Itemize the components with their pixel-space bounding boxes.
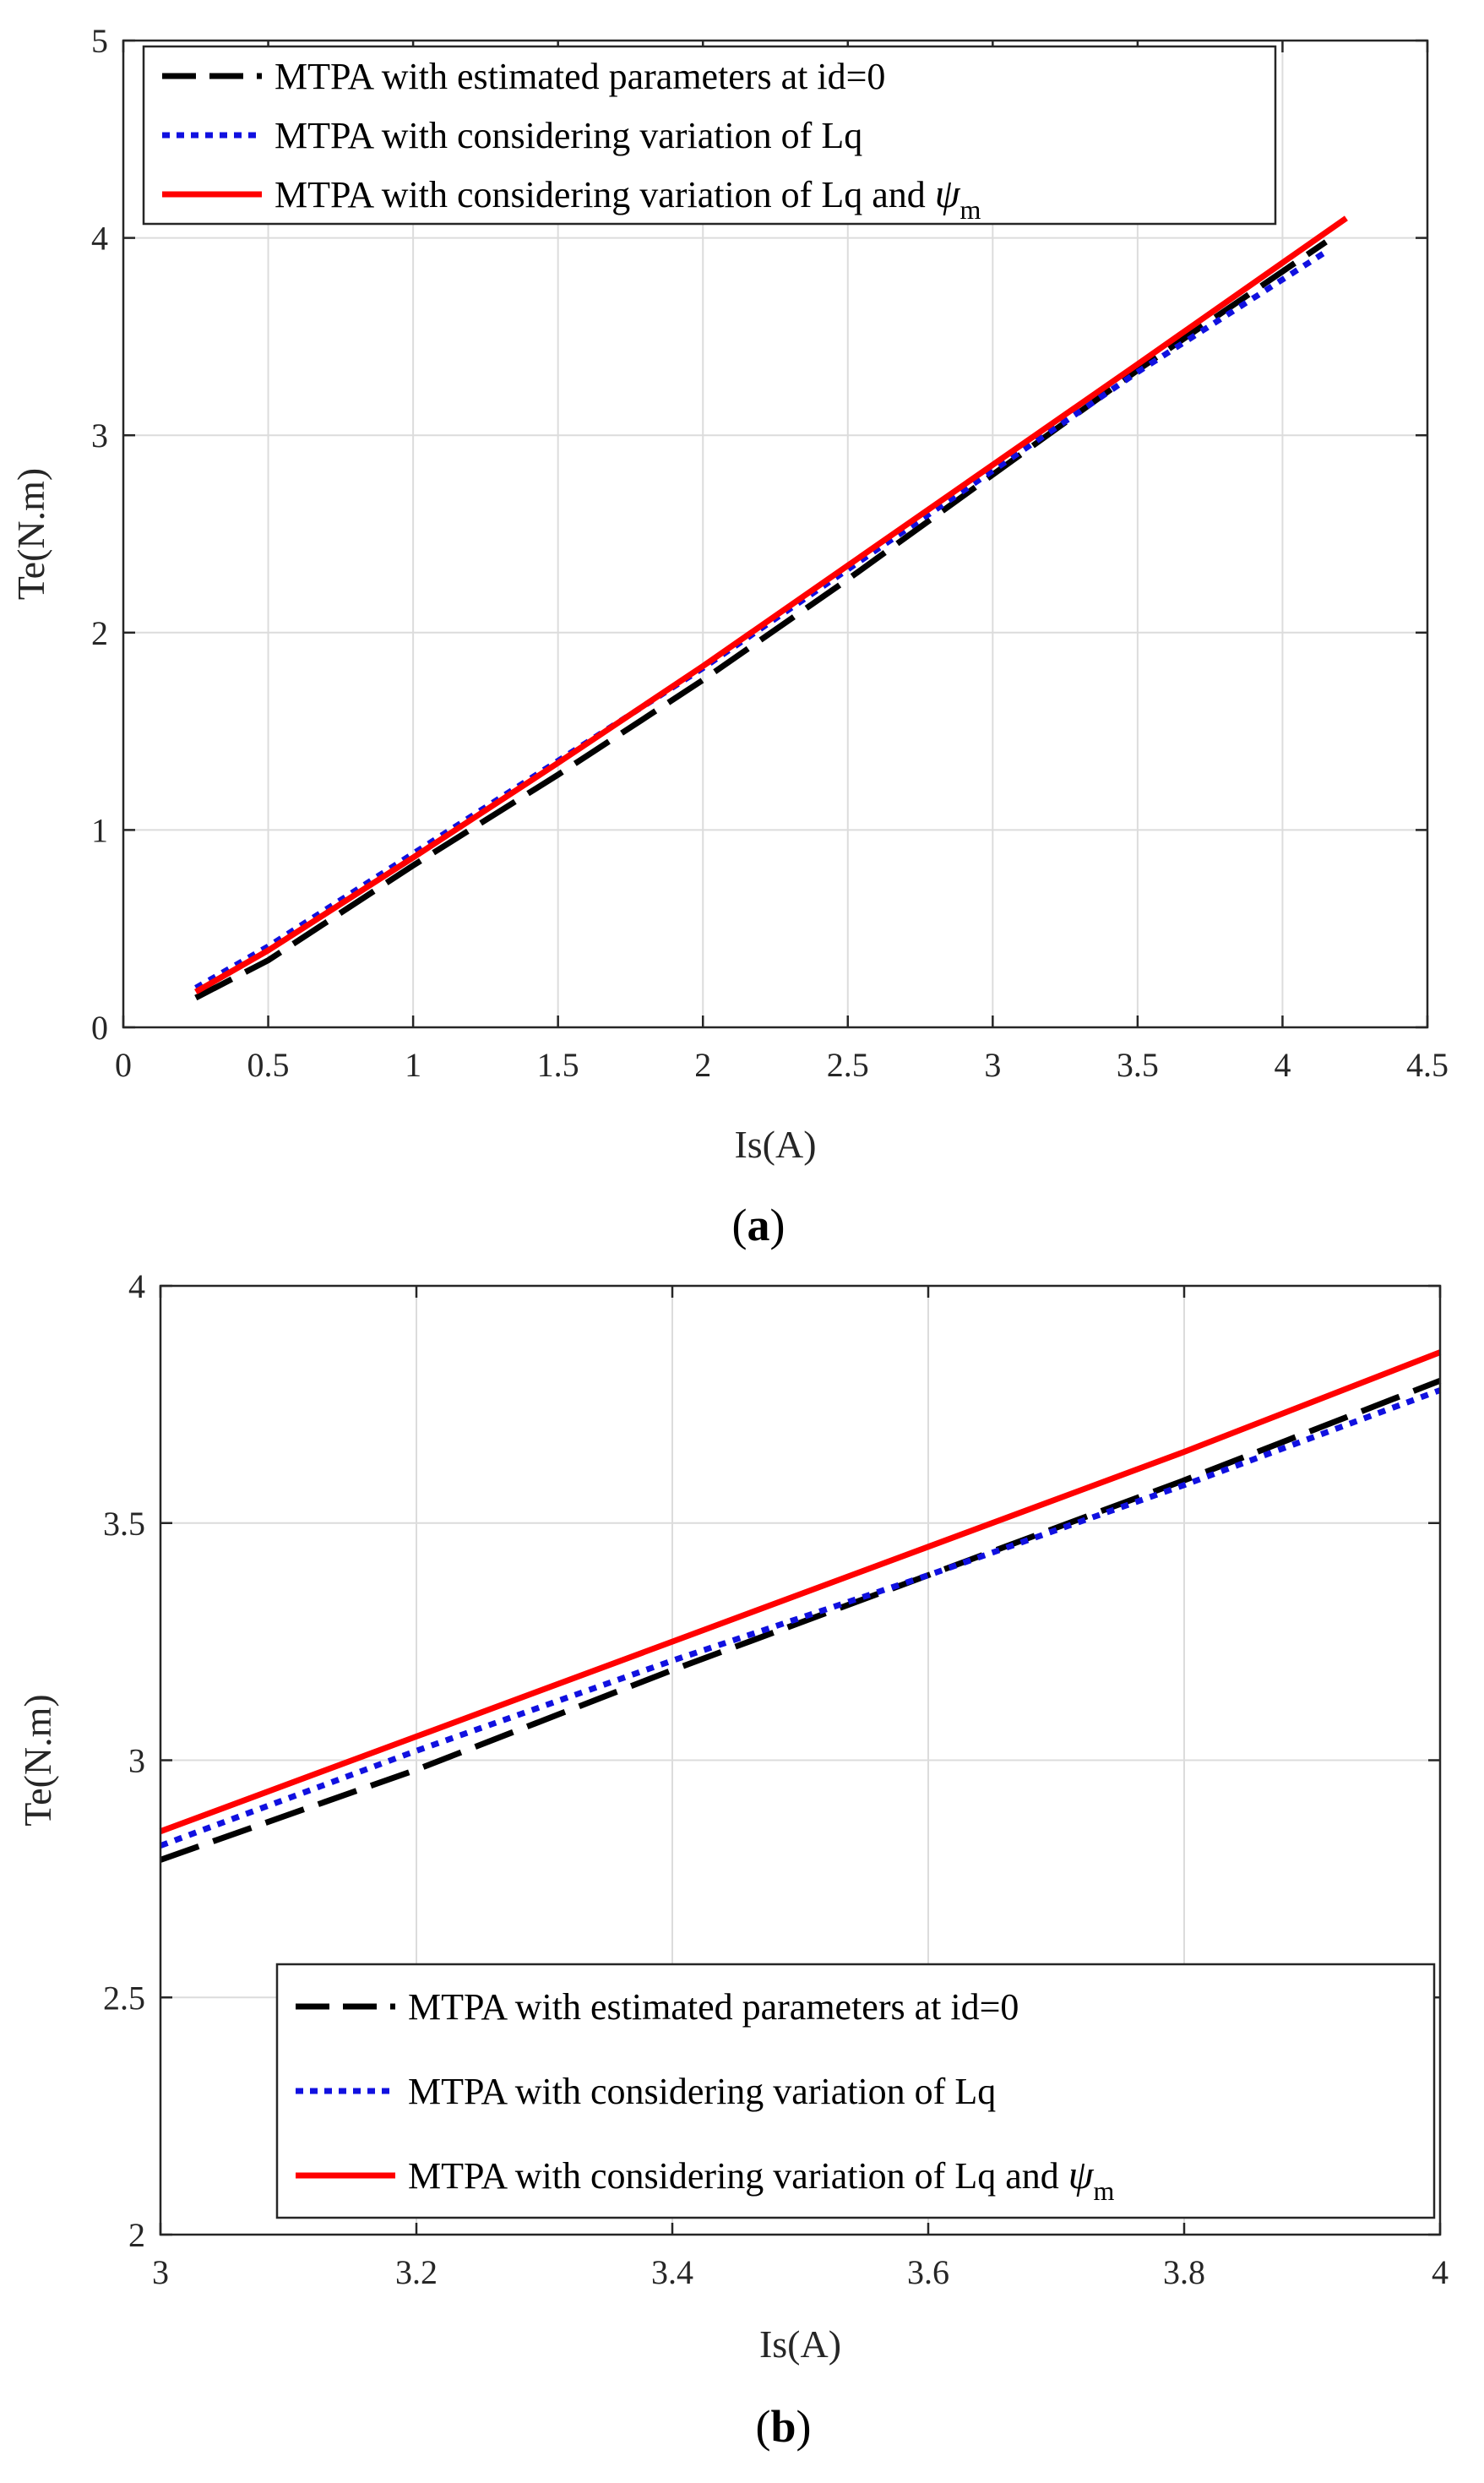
- y-tick-label: 4: [128, 1267, 145, 1305]
- panel-caption: (b): [755, 2401, 811, 2452]
- y-tick-label: 2.5: [103, 1979, 145, 2017]
- series-line-3: [159, 1349, 1442, 1834]
- legend-label-1: MTPA with estimated parameters at id=0: [408, 1986, 1019, 2028]
- panel-caption: (a): [732, 1200, 785, 1250]
- y-tick-label: 4: [91, 220, 108, 258]
- x-tick-label: 3.4: [651, 2253, 693, 2291]
- x-tick-label: 4: [1432, 2253, 1449, 2291]
- chart-a: 0 0.5 1 1.5 2 2.5 3 3.5 4 4.5 0 1 2 3 4 5 Is(A) Te(N.m) MT…: [9, 22, 1449, 1250]
- y-tick-label: 5: [91, 22, 108, 60]
- series-line-1: [159, 1378, 1442, 1863]
- x-tick-label: 1.5: [537, 1046, 579, 1084]
- legend-label-1: MTPA with estimated parameters at id=0: [275, 56, 885, 97]
- x-tick-label: 3: [152, 2253, 169, 2291]
- y-tick-label: 0: [91, 1009, 108, 1047]
- legend-label-2: MTPA with considering variation of Lq: [275, 115, 862, 156]
- x-tick-label: 1: [405, 1046, 421, 1084]
- legend-box: [142, 45, 1277, 226]
- x-tick-label: 3.6: [907, 2253, 949, 2291]
- x-tick-label: 0: [115, 1046, 132, 1084]
- x-tick-label: 2: [694, 1046, 711, 1084]
- y-tick-label: 3: [91, 417, 108, 455]
- legend-label-2: MTPA with considering variation of Lq: [408, 2071, 996, 2112]
- x-tick-label: 4: [1274, 1046, 1291, 1084]
- x-tick-label: 2.5: [827, 1046, 869, 1084]
- y-tick-label: 2: [128, 2216, 145, 2254]
- y-axis-label: Te(N.m): [9, 468, 52, 600]
- axes-box: [122, 39, 1429, 1029]
- y-tick-label: 3: [128, 1742, 145, 1780]
- x-axis-label: Is(A): [759, 2322, 841, 2366]
- y-tick-label: 3.5: [103, 1505, 145, 1543]
- y-tick-label: 2: [91, 614, 108, 652]
- y-axis-label: Te(N.m): [16, 1694, 59, 1826]
- x-tick-label: 3.8: [1163, 2253, 1205, 2291]
- x-tick-label: 4.5: [1406, 1046, 1449, 1084]
- legend-label-3: MTPA with considering variation of Lq an…: [408, 2153, 1115, 2206]
- series-line-3: [194, 215, 1348, 995]
- y-tick-label: 1: [91, 811, 108, 849]
- x-tick-label: 3: [984, 1046, 1001, 1084]
- legend-label-3: MTPA with considering variation of Lq an…: [275, 172, 981, 225]
- chart-b: 3 3.2 3.4 3.6 3.8 4 2 2.5 3 3.5 4 Is(A) Te(N.m) MTPA …: [16, 1267, 1449, 2452]
- x-tick-label: 0.5: [247, 1046, 290, 1084]
- x-tick-label: 3.2: [395, 2253, 438, 2291]
- x-tick-label: 3.5: [1117, 1046, 1159, 1084]
- x-axis-label: Is(A): [734, 1123, 816, 1166]
- legend-box: [275, 1963, 1436, 2219]
- series-line-2: [159, 1387, 1442, 1849]
